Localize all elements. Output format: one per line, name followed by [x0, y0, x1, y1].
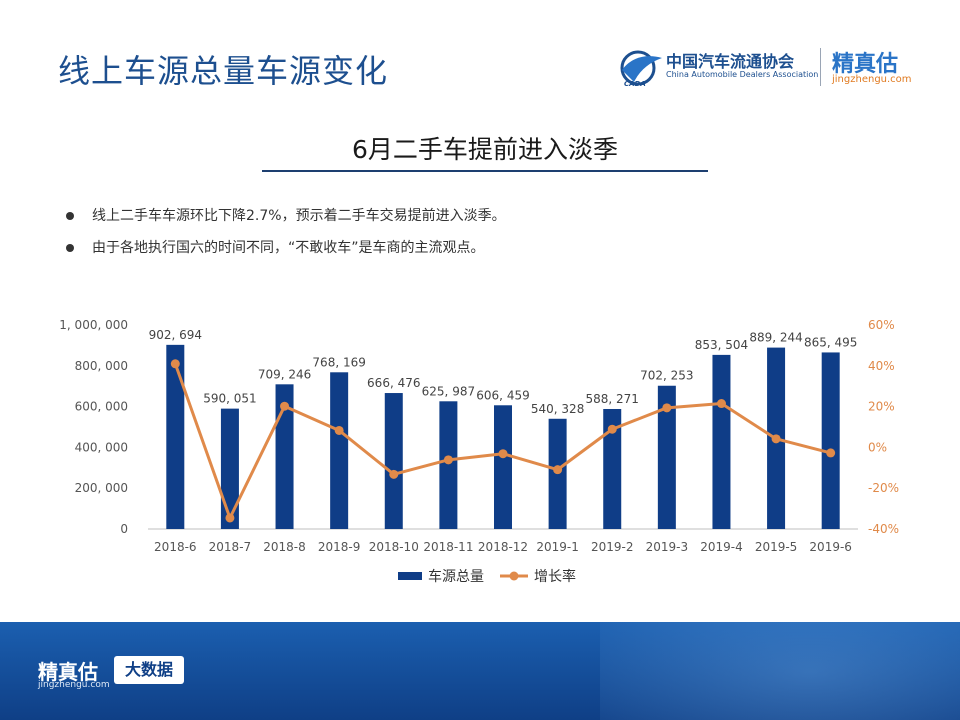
- right-axis-tick-label: -20%: [868, 481, 899, 495]
- logo-divider: [820, 48, 821, 86]
- bar: [384, 393, 403, 529]
- left-axis-tick-label: 0: [120, 522, 128, 536]
- legend-line-label: 增长率: [534, 568, 576, 585]
- bar: [603, 408, 622, 529]
- bar: [657, 385, 676, 529]
- left-axis-tick-label: 1, 000, 000: [59, 318, 128, 332]
- x-axis-tick-label: 2019-4: [700, 540, 743, 554]
- bar-data-label: 702, 253: [640, 369, 693, 383]
- jzg-logo-domain: jingzhengu.com: [832, 74, 912, 85]
- x-axis-tick-label: 2018-11: [423, 540, 473, 554]
- jzg-logo-name: 精真估: [832, 52, 899, 77]
- x-axis-tick-label: 2018-6: [154, 540, 197, 554]
- x-axis-tick-label: 2019-5: [755, 540, 798, 554]
- bar-data-label: 768, 169: [312, 355, 365, 369]
- growth-rate-point: [443, 455, 453, 465]
- bar: [821, 352, 840, 529]
- x-axis-tick-label: 2019-3: [646, 540, 689, 554]
- bar-data-label: 625, 987: [422, 384, 475, 398]
- right-axis-tick-label: -40%: [868, 522, 899, 536]
- legend-bar-swatch: [398, 572, 422, 580]
- growth-rate-point: [498, 449, 508, 459]
- bar-data-label: 606, 459: [476, 388, 529, 402]
- growth-rate-point: [553, 465, 563, 475]
- bullet-item: 线上二手车车源环比下降2.7%，预示着二手车交易提前进入淡季。: [64, 207, 894, 225]
- cada-name-cn: 中国汽车流通协会: [666, 52, 795, 71]
- bullet-list: 线上二手车车源环比下降2.7%，预示着二手车交易提前进入淡季。 由于各地执行国六…: [64, 207, 894, 271]
- bar: [220, 408, 239, 529]
- bar-data-label: 666, 476: [367, 376, 420, 390]
- bullet-text: 线上二手车车源环比下降2.7%，预示着二手车交易提前进入淡季。: [92, 208, 506, 224]
- bullet-dot-icon: [66, 212, 74, 220]
- left-axis-tick-label: 600, 000: [75, 400, 128, 414]
- bar-data-label: 590, 051: [203, 392, 256, 406]
- bar-data-label: 853, 504: [695, 338, 748, 352]
- legend-line-marker: [509, 571, 519, 581]
- bar: [439, 401, 458, 529]
- page-title: 线上车源总量车源变化: [58, 52, 389, 90]
- growth-rate-point: [771, 434, 781, 444]
- header-logos: CADA 中国汽车流通协会 China Automobile Dealers A…: [618, 46, 928, 90]
- bullet-dot-icon: [66, 244, 74, 252]
- right-axis-tick-label: 60%: [868, 318, 895, 332]
- left-axis-tick-label: 200, 000: [75, 481, 128, 495]
- bar: [712, 354, 731, 529]
- bar-data-label: 709, 246: [258, 367, 311, 381]
- growth-rate-point: [389, 469, 399, 479]
- left-axis-tick-label: 800, 000: [75, 359, 128, 373]
- x-axis-tick-label: 2018-8: [263, 540, 306, 554]
- cada-logo-icon: CADA: [620, 50, 662, 88]
- bar: [275, 384, 294, 529]
- bar: [494, 405, 512, 529]
- x-axis-tick-label: 2018-7: [209, 540, 252, 554]
- x-axis-tick-label: 2019-1: [536, 540, 579, 554]
- subtitle-underline: [262, 170, 708, 172]
- growth-rate-point: [662, 403, 672, 413]
- left-axis-tick-label: 400, 000: [75, 440, 128, 454]
- legend-bar-label: 车源总量: [428, 568, 484, 585]
- bar: [330, 372, 349, 529]
- right-axis-tick-label: 0%: [868, 440, 887, 454]
- footer-brand: 精真估: [38, 660, 98, 684]
- growth-rate-point: [607, 424, 617, 434]
- bar-data-label: 889, 244: [749, 331, 802, 345]
- bullet-item: 由于各地执行国六的时间不同，“不敢收车”是车商的主流观点。: [64, 239, 894, 257]
- footer-tag: 大数据: [114, 656, 184, 684]
- x-axis-tick-label: 2019-6: [809, 540, 852, 554]
- combo-chart: 0 200, 000 400, 000 600, 000 800, 000 1, 000,…: [59, 318, 899, 585]
- x-axis-tick-label: 2018-12: [478, 540, 528, 554]
- cada-name-en: China Automobile Dealers Association: [666, 70, 819, 79]
- x-axis-tick-label: 2019-2: [591, 540, 634, 554]
- bar-data-label: 865, 495: [804, 335, 857, 349]
- x-axis-tick-label: 2018-9: [318, 540, 361, 554]
- footer-domain: jingzhengu.com: [38, 680, 110, 690]
- growth-rate-point: [334, 425, 344, 435]
- growth-rate-point: [170, 359, 180, 369]
- bar-data-label: 588, 271: [586, 392, 639, 406]
- growth-rate-point: [280, 401, 290, 411]
- bar: [166, 344, 185, 529]
- bar-data-label: 540, 328: [531, 402, 584, 416]
- growth-rate-point: [826, 448, 836, 458]
- chart-subtitle: 6月二手车提前进入淡季: [352, 135, 618, 164]
- growth-rate-point: [716, 399, 726, 409]
- bullet-text: 由于各地执行国六的时间不同，“不敢收车”是车商的主流观点。: [92, 240, 485, 256]
- cada-mark-text: CADA: [624, 80, 646, 88]
- right-axis-tick-label: 40%: [868, 359, 895, 373]
- bar-data-label: 902, 694: [149, 328, 202, 342]
- right-axis-tick-label: 20%: [868, 400, 895, 414]
- growth-rate-point: [225, 513, 235, 523]
- x-axis-tick-label: 2018-10: [369, 540, 419, 554]
